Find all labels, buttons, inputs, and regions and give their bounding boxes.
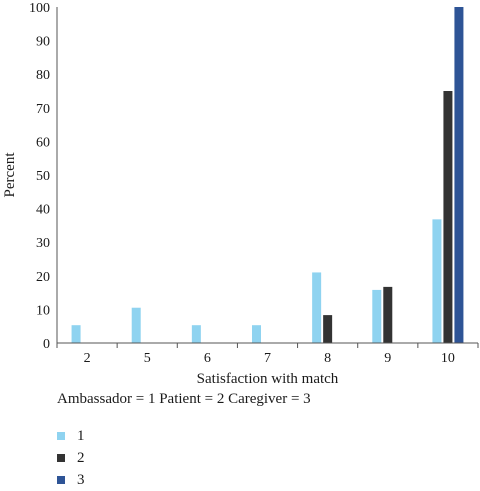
x-tick-label: 9 [384,351,391,366]
legend-label-3: 3 [77,471,85,488]
bar-series-2-cat-9 [383,286,393,343]
y-tick-label: 20 [36,270,50,285]
legend-label-2: 2 [77,449,85,466]
legend-item-1: 1 [57,425,85,447]
bar-chart: 0 10 20 30 40 50 60 70 80 90 100 2 5 6 7 8 9 10 Satisfac… [2,1,479,387]
y-tick-label: 0 [43,337,50,352]
legend-item-3: 3 [57,469,85,491]
legend-swatch-3 [57,476,65,484]
x-tick-label: 2 [84,351,91,366]
bar-series-1-cat-6 [191,325,201,343]
legend-item-2: 2 [57,447,85,469]
y-tick-label: 100 [29,1,50,16]
x-tick-label: 6 [204,351,211,366]
y-tick-label: 70 [36,102,50,117]
y-tick-label: 60 [36,135,50,150]
bar-series-2-cat-10 [443,91,453,343]
y-tick-label: 80 [36,68,50,83]
legend-swatch-1 [57,432,65,440]
bar-series-1-cat-10 [432,219,442,343]
legend: 1 2 3 [57,425,85,491]
y-tick-label: 30 [36,236,50,251]
legend-swatch-2 [57,454,65,462]
y-tick-label: 40 [36,203,50,218]
y-tick-label: 50 [36,169,50,184]
y-tick-label: 10 [36,303,50,318]
bar-series-2-cat-8 [323,315,333,343]
x-axis-ticks: 2 5 6 7 8 9 10 [56,343,479,366]
legend-label-1: 1 [77,427,85,444]
bar-series-1-cat-8 [312,272,322,343]
x-tick-label: 8 [324,351,331,366]
x-tick-label: 5 [144,351,151,366]
bar-series-1-cat-7 [252,325,261,343]
x-tick-label: 10 [441,351,455,366]
x-tick-label: 7 [264,351,271,366]
group-key-note: Ambassador = 1 Patient = 2 Caregiver = 3 [57,391,311,407]
bar-series-1-cat-2 [71,325,81,343]
y-axis-ticks: 0 10 20 30 40 50 60 70 80 90 100 [29,1,50,352]
y-tick-label: 90 [36,35,50,50]
bar-series-1-cat-9 [372,289,382,343]
bar-series-3-cat-10 [454,7,464,343]
bars [71,7,464,343]
y-axis-title: Percent [2,152,18,198]
bar-series-1-cat-5 [131,307,141,343]
x-axis-title: Satisfaction with match [197,371,339,387]
